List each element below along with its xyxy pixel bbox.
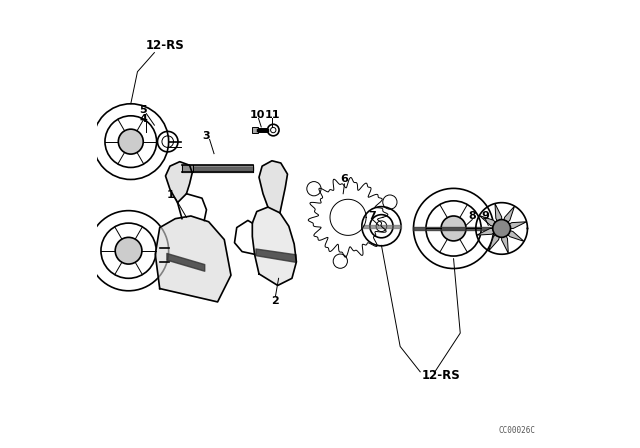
Circle shape xyxy=(493,220,511,237)
Polygon shape xyxy=(502,228,508,254)
Polygon shape xyxy=(166,162,192,202)
Polygon shape xyxy=(156,216,231,302)
Text: 5: 5 xyxy=(140,105,147,115)
Text: 12-RS: 12-RS xyxy=(422,369,460,382)
Text: 8: 8 xyxy=(468,211,476,220)
Text: 4: 4 xyxy=(140,114,147,124)
Text: 7: 7 xyxy=(369,211,376,220)
Text: 9: 9 xyxy=(482,211,490,220)
Text: 10: 10 xyxy=(250,110,266,120)
Polygon shape xyxy=(479,215,502,228)
Circle shape xyxy=(115,237,142,264)
Text: 3: 3 xyxy=(203,131,211,141)
Polygon shape xyxy=(495,203,502,228)
Polygon shape xyxy=(259,161,287,213)
Text: 12-RS: 12-RS xyxy=(145,39,184,52)
Circle shape xyxy=(441,216,466,241)
Polygon shape xyxy=(502,222,527,228)
Polygon shape xyxy=(502,228,524,241)
Polygon shape xyxy=(252,207,296,285)
Polygon shape xyxy=(252,127,258,133)
Text: 11: 11 xyxy=(264,110,280,120)
Circle shape xyxy=(118,129,143,154)
Polygon shape xyxy=(502,206,515,228)
Polygon shape xyxy=(477,228,502,235)
Text: CC00026C: CC00026C xyxy=(499,426,536,435)
Text: 6: 6 xyxy=(340,174,348,185)
Text: 2: 2 xyxy=(271,296,279,306)
Polygon shape xyxy=(489,228,502,251)
Text: 1: 1 xyxy=(167,190,175,200)
